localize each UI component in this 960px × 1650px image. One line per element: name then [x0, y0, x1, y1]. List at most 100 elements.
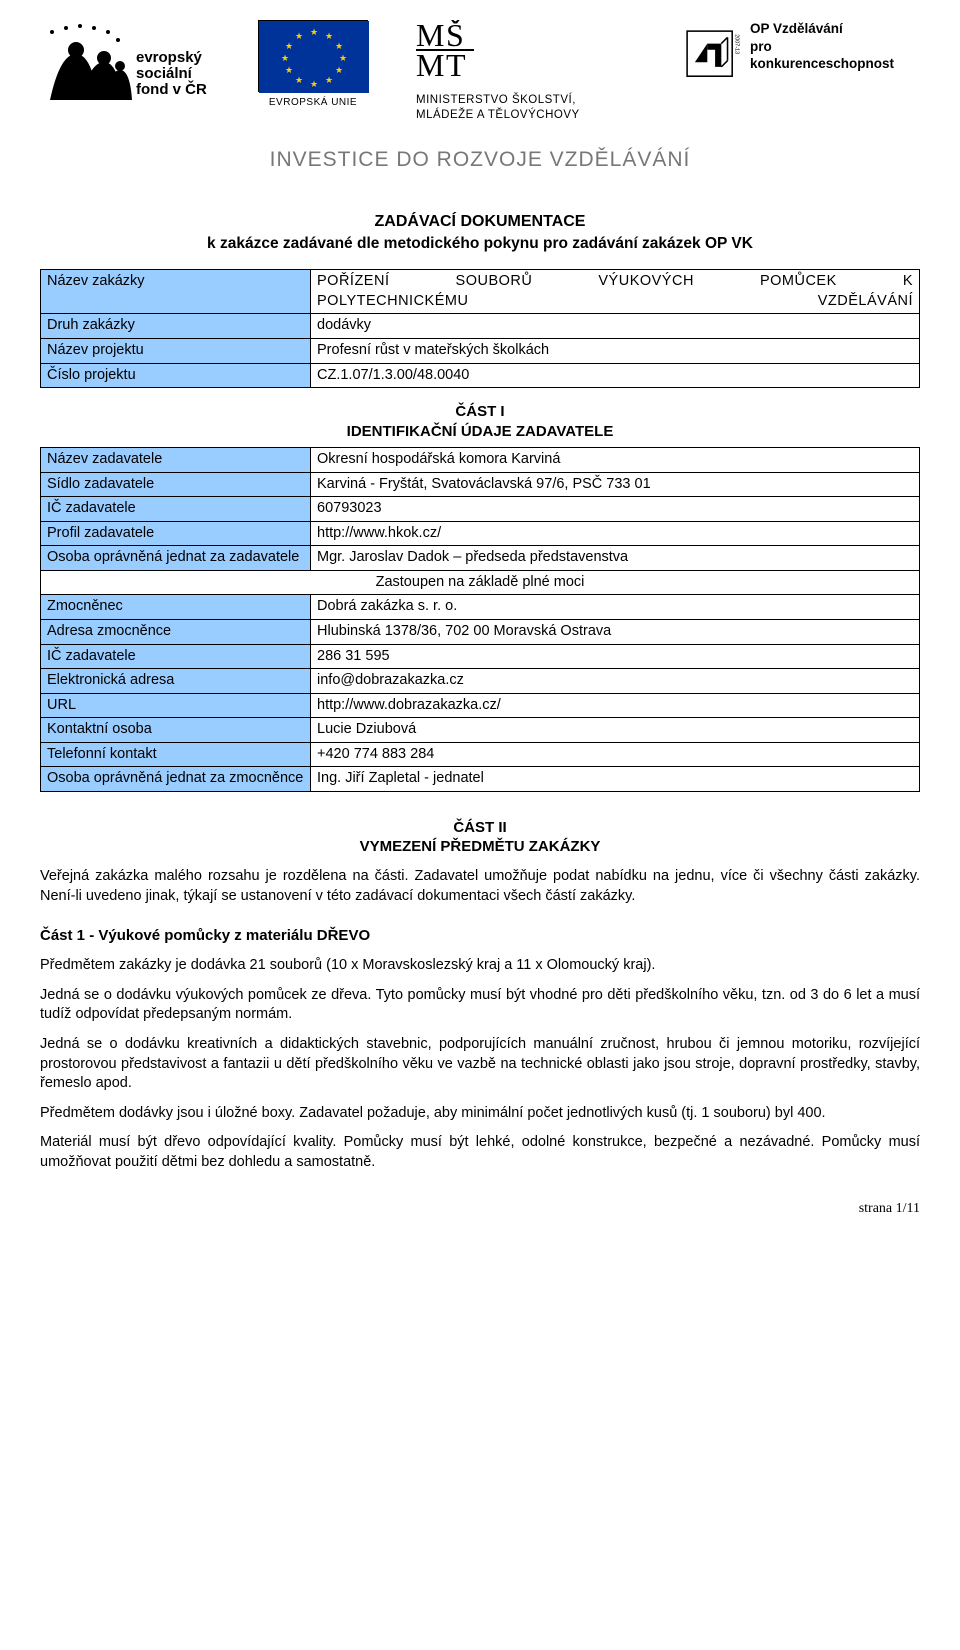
logo-msmt: M Š M T MINISTERSTVO ŠKOLSTVÍ, MLÁDEŽE A… [416, 20, 656, 122]
cell-value: Okresní hospodářská komora Karviná [311, 448, 920, 473]
para-3: Jedná se o dodávku výukových pomůcek ze … [40, 986, 920, 1025]
cell-subhead: Zastoupen na základě plné moci [41, 570, 920, 595]
page-footer: strana 1/11 [40, 1200, 920, 1219]
table-row: Název projektuProfesní růst v mateřských… [41, 338, 920, 363]
cell-label: IČ zadavatele [41, 644, 311, 669]
op-line1: OP Vzdělávání [750, 20, 894, 38]
cell-value: http://www.dobrazakazka.cz/ [311, 693, 920, 718]
table-row: Adresa zmocněnceHlubinská 1378/36, 702 0… [41, 620, 920, 645]
para-6: Materiál musí být dřevo odpovídající kva… [40, 1133, 920, 1172]
para-4: Jedná se o dodávku kreativních a didakti… [40, 1035, 920, 1094]
op-line2: pro konkurenceschopnost [750, 38, 894, 73]
cell-label: Osoba oprávněná jednat za zadavatele [41, 546, 311, 571]
logo-esf: evropský sociální fond v ČR [40, 20, 210, 117]
svg-text:★: ★ [285, 41, 293, 51]
cell-value: Dobrá zakázka s. r. o. [311, 595, 920, 620]
cell-label: Telefonní kontakt [41, 742, 311, 767]
msmt-line1: MINISTERSTVO ŠKOLSTVÍ, [416, 93, 656, 108]
svg-text:★: ★ [339, 53, 347, 63]
cell-value: 60793023 [311, 497, 920, 522]
cell-value: Mgr. Jaroslav Dadok – předseda představe… [311, 546, 920, 571]
part1-title: Část 1 - Výukové pomůcky z materiálu DŘE… [40, 926, 920, 946]
cell-value: Profesní růst v mateřských školkách [311, 338, 920, 363]
cell-label: Profil zadavatele [41, 521, 311, 546]
section1-line2: IDENTIFIKAČNÍ ÚDAJE ZADAVATELE [347, 423, 614, 440]
cell-value: +420 774 883 284 [311, 742, 920, 767]
cell-value: Lucie Dziubová [311, 718, 920, 743]
section1-line1: ČÁST I [455, 403, 504, 420]
logo-row: evropský sociální fond v ČR ★★★ ★★★ ★★★ … [40, 20, 920, 122]
cell-value: POŘÍZENÍ SOUBORŮ VÝUKOVÝCH POMŮCEK KPOLY… [311, 270, 920, 314]
table-row: IČ zadavatele286 31 595 [41, 644, 920, 669]
cell-value: Hlubinská 1378/36, 702 00 Moravská Ostra… [311, 620, 920, 645]
cell-label: Název zadavatele [41, 448, 311, 473]
cell-value: dodávky [311, 314, 920, 339]
svg-text:★: ★ [295, 75, 303, 85]
cell-value: CZ.1.07/1.3.00/48.0040 [311, 363, 920, 388]
logo-eu: ★★★ ★★★ ★★★ ★★★ EVROPSKÁ UNIE [238, 20, 388, 110]
eu-flag-icon: ★★★ ★★★ ★★★ ★★★ [258, 20, 368, 92]
cell-label: Druh zakázky [41, 314, 311, 339]
table-row: Název zakázkyPOŘÍZENÍ SOUBORŮ VÝUKOVÝCH … [41, 270, 920, 314]
svg-text:★: ★ [335, 65, 343, 75]
table-row: Profil zadavatelehttp://www.hkok.cz/ [41, 521, 920, 546]
cell-value: 286 31 595 [311, 644, 920, 669]
svg-text:★: ★ [325, 75, 333, 85]
eu-label: EVROPSKÁ UNIE [238, 96, 388, 110]
svg-text:★: ★ [310, 27, 318, 37]
svg-text:fond v ČR: fond v ČR [136, 80, 207, 98]
cell-label: Kontaktní osoba [41, 718, 311, 743]
cell-label: Sídlo zadavatele [41, 472, 311, 497]
logo-op: 2007-13 OP Vzdělávání pro konkurencescho… [684, 20, 894, 92]
esf-icon: evropský sociální fond v ČR [40, 20, 210, 110]
svg-text:★: ★ [310, 79, 318, 89]
msmt-line2: MLÁDEŽE A TĚLOVÝCHOVY [416, 108, 656, 123]
cell-value: Ing. Jiří Zapletal - jednatel [311, 767, 920, 792]
para-intro: Veřejná zakázka malého rozsahu je rozděl… [40, 867, 920, 906]
cell-label: Zmocněnec [41, 595, 311, 620]
doc-subtitle: k zakázce zadávané dle metodického pokyn… [40, 234, 920, 255]
svg-text:evropský: evropský [136, 49, 203, 66]
section1-head: ČÁST I IDENTIFIKAČNÍ ÚDAJE ZADAVATELE [40, 402, 920, 441]
svg-text:2007-13: 2007-13 [733, 34, 739, 54]
section2-line1: ČÁST II [453, 819, 506, 836]
table-subhead-row: Zastoupen na základě plné moci [41, 570, 920, 595]
svg-text:sociální: sociální [136, 65, 193, 82]
section2-head: ČÁST II VYMEZENÍ PŘEDMĚTU ZAKÁZKY [40, 818, 920, 857]
table-row: Osoba oprávněná jednat za zmocněnceIng. … [41, 767, 920, 792]
table-row: Kontaktní osobaLucie Dziubová [41, 718, 920, 743]
op-icon: 2007-13 [684, 20, 740, 92]
table-row: URLhttp://www.dobrazakazka.cz/ [41, 693, 920, 718]
table-row: Sídlo zadavateleKarviná - Fryštát, Svato… [41, 472, 920, 497]
cell-label: Adresa zmocněnce [41, 620, 311, 645]
table-row: ZmocněnecDobrá zakázka s. r. o. [41, 595, 920, 620]
banner-text: INVESTICE DO ROZVOJE VZDĚLÁVÁNÍ [40, 146, 920, 174]
svg-text:★: ★ [335, 41, 343, 51]
cell-label: Elektronická adresa [41, 669, 311, 694]
table-row: IČ zadavatele60793023 [41, 497, 920, 522]
cell-label: URL [41, 693, 311, 718]
table-row: Telefonní kontakt+420 774 883 284 [41, 742, 920, 767]
cell-label: Osoba oprávněná jednat za zmocněnce [41, 767, 311, 792]
doc-title: ZADÁVACÍ DOKUMENTACE [40, 211, 920, 233]
para-5: Předmětem dodávky jsou i úložné boxy. Za… [40, 1104, 920, 1124]
cell-value: Karviná - Fryštát, Svatováclavská 97/6, … [311, 472, 920, 497]
cell-label: Číslo projektu [41, 363, 311, 388]
svg-text:★: ★ [325, 31, 333, 41]
table-row: Osoba oprávněná jednat za zadavateleMgr.… [41, 546, 920, 571]
table-basic-info: Název zakázkyPOŘÍZENÍ SOUBORŮ VÝUKOVÝCH … [40, 269, 920, 388]
svg-text:T: T [446, 47, 466, 80]
msmt-icon: M Š M T [416, 20, 506, 80]
table-row: Druh zakázkydodávky [41, 314, 920, 339]
cell-value: info@dobrazakazka.cz [311, 669, 920, 694]
svg-text:★: ★ [281, 53, 289, 63]
table-identity: Název zadavateleOkresní hospodářská komo… [40, 447, 920, 792]
svg-text:★: ★ [285, 65, 293, 75]
svg-text:M: M [416, 47, 444, 80]
cell-label: Název projektu [41, 338, 311, 363]
table-row: Číslo projektuCZ.1.07/1.3.00/48.0040 [41, 363, 920, 388]
table-row: Název zadavateleOkresní hospodářská komo… [41, 448, 920, 473]
para-2: Předmětem zakázky je dodávka 21 souborů … [40, 956, 920, 976]
table-row: Elektronická adresainfo@dobrazakazka.cz [41, 669, 920, 694]
cell-label: Název zakázky [41, 270, 311, 314]
